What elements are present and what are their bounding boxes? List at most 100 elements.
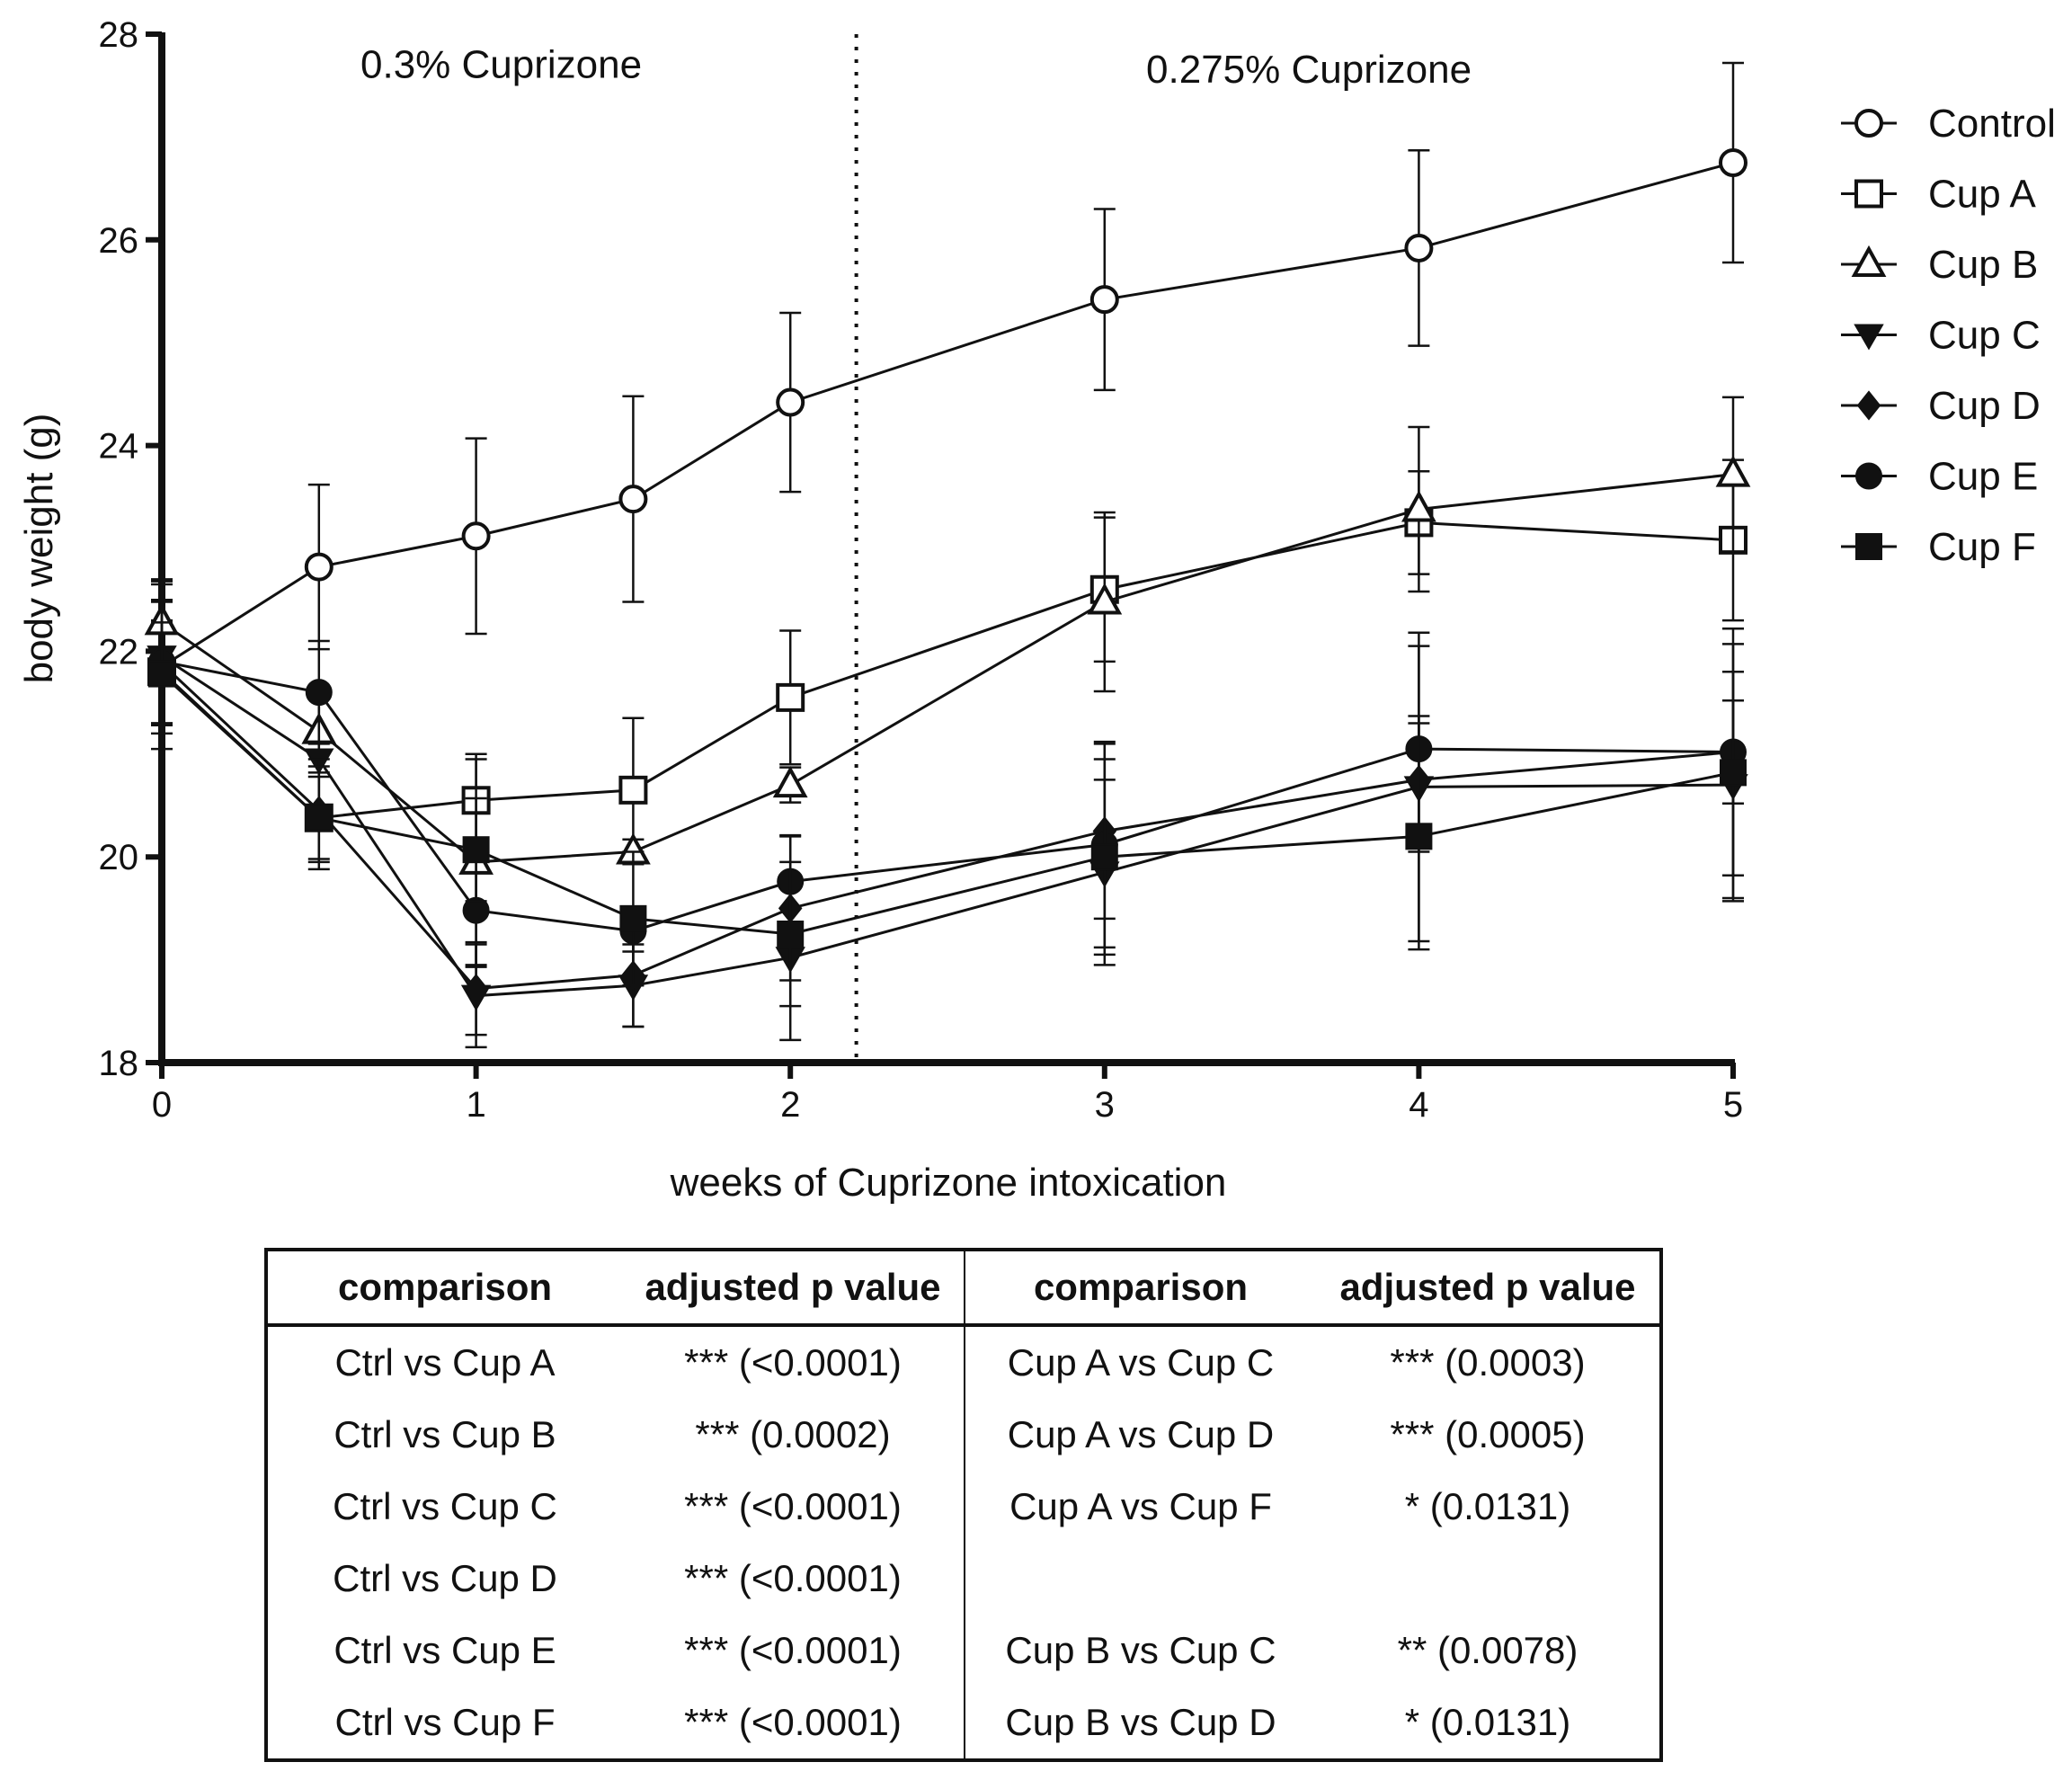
- table-cell: *** (0.0002): [695, 1413, 891, 1455]
- table-cell: Cup B vs Cup C: [963, 1615, 1316, 1687]
- data-point: [461, 521, 491, 551]
- legend-marker: [1856, 390, 1881, 421]
- table-row: Ctrl vs Cup C *** (<0.0001) Cup A vs Cup…: [266, 1471, 1661, 1543]
- table-cell: *** (<0.0001): [684, 1341, 902, 1384]
- data-point: [305, 679, 333, 707]
- legend-item: Cup E: [1841, 455, 2038, 499]
- plot-guides: 0.3% Cuprizone 0.275% Cuprizone: [360, 34, 1472, 1059]
- data-point: [462, 836, 490, 864]
- legend-marker: [1854, 324, 1884, 351]
- legend-item: Control: [1841, 102, 2056, 146]
- legend-marker: [1854, 109, 1883, 138]
- data-point: [464, 974, 488, 1004]
- series-cup-c: [147, 578, 1748, 1049]
- legend-label: Cup E: [1928, 455, 2038, 499]
- data-point: [1404, 233, 1434, 263]
- legend-label: Cup D: [1928, 384, 2041, 428]
- legend-item: Cup D: [1841, 384, 2041, 428]
- data-point: [776, 682, 805, 712]
- table-cell: *** (<0.0001): [684, 1557, 902, 1599]
- series-line: [160, 521, 1734, 820]
- table-cell: Ctrl vs Cup F: [334, 1701, 556, 1743]
- series-line: [161, 654, 1734, 998]
- y-tick-label: 24: [99, 427, 139, 467]
- table-cell: Ctrl vs Cup E: [333, 1629, 556, 1671]
- x-tick-label: 0: [152, 1085, 172, 1125]
- table-row: Ctrl vs Cup D *** (<0.0001): [266, 1543, 1661, 1615]
- column-header: comparison: [266, 1250, 623, 1327]
- x-tick-label: 3: [1095, 1085, 1115, 1125]
- phase-annotation: 0.275% Cuprizone: [1146, 48, 1472, 92]
- table-row: Ctrl vs Cup F *** (<0.0001) Cup B vs Cup…: [266, 1687, 1661, 1760]
- data-point: [776, 387, 805, 417]
- table-cell: *** (0.0005): [1390, 1413, 1586, 1455]
- table-cell: *** (0.0003): [1390, 1341, 1586, 1384]
- table-cell: ** (0.0078): [1397, 1629, 1578, 1671]
- x-axis-label: weeks of Cuprizone intoxication: [670, 1161, 1227, 1205]
- x-tick-label: 4: [1409, 1085, 1428, 1125]
- column-header: adjusted p value: [1315, 1250, 1661, 1327]
- table-cell: *** (<0.0001): [684, 1485, 902, 1527]
- body-weight-line-chart: 0.3% Cuprizone 0.275% Cuprizone 182022242…: [17, 15, 2056, 1205]
- data-point: [1405, 823, 1433, 850]
- data-point: [1089, 285, 1119, 315]
- table-cell: Ctrl vs Cup D: [333, 1557, 557, 1599]
- table-cell: Ctrl vs Cup A: [334, 1341, 556, 1384]
- data-point: [618, 775, 648, 805]
- axes: 18 20 22 24 26 28 0 1 2 3 4 5: [99, 15, 1744, 1125]
- series-line: [161, 473, 1734, 864]
- legend-label: Cup C: [1928, 314, 2041, 358]
- table-cell: * (0.0131): [1404, 1701, 1571, 1743]
- x-tick-label: 5: [1723, 1085, 1743, 1125]
- legend-item: Cup A: [1841, 173, 2037, 217]
- table-cell: Cup A vs Cup F: [963, 1471, 1316, 1543]
- x-tick-label: 1: [466, 1085, 485, 1125]
- data-point: [304, 552, 333, 582]
- data-point: [618, 485, 648, 514]
- table-cell: * (0.0131): [1404, 1485, 1571, 1527]
- data-point: [1719, 148, 1747, 177]
- legend-label: Cup F: [1928, 525, 2036, 569]
- legend-label: Control: [1928, 102, 2056, 146]
- y-tick-label: 28: [99, 15, 139, 55]
- series-line: [160, 672, 1734, 936]
- table-cell: Cup A vs Cup C: [963, 1325, 1316, 1399]
- data-point: [619, 904, 647, 932]
- table-row: Ctrl vs Cup E *** (<0.0001) Cup B vs Cup…: [266, 1615, 1661, 1687]
- table-row: Ctrl vs Cup A *** (<0.0001) Cup A vs Cup…: [266, 1325, 1661, 1399]
- table-cell: [963, 1543, 1316, 1615]
- legend-marker: [1854, 179, 1883, 209]
- data-point: [1090, 843, 1118, 871]
- series-cup-f: [148, 621, 1747, 1008]
- data-point: [1087, 583, 1123, 615]
- phase-annotation: 0.3% Cuprizone: [360, 42, 642, 86]
- y-tick-label: 18: [99, 1044, 139, 1083]
- table-row: Ctrl vs Cup B *** (0.0002) Cup A vs Cup …: [266, 1399, 1661, 1471]
- series-layer: [144, 61, 1751, 1049]
- table-cell: Ctrl vs Cup C: [333, 1485, 557, 1527]
- table-cell: Cup B vs Cup D: [963, 1687, 1316, 1760]
- series-line: [161, 660, 1734, 933]
- table-cell: *** (<0.0001): [684, 1629, 902, 1671]
- series-cup-b: [144, 396, 1751, 966]
- data-point: [1715, 455, 1751, 487]
- y-tick-label: 26: [99, 221, 139, 261]
- series-control: [147, 61, 1747, 751]
- legend-item: Cup B: [1841, 243, 2038, 287]
- data-point: [1720, 759, 1747, 787]
- table-cell: *** (<0.0001): [684, 1701, 902, 1743]
- series-cup-e: [148, 598, 1747, 968]
- y-axis-label: body weight (g): [17, 414, 61, 684]
- series-line: [161, 161, 1734, 668]
- legend-label: Cup A: [1928, 173, 2037, 217]
- legend-item: Cup F: [1841, 525, 2036, 569]
- table-header-row: comparison adjusted p value comparison a…: [266, 1250, 1661, 1327]
- data-point: [1401, 490, 1436, 522]
- legend-label: Cup B: [1928, 243, 2038, 287]
- series-line: [160, 663, 1734, 991]
- column-header: comparison: [963, 1250, 1316, 1327]
- data-point: [772, 765, 808, 798]
- table-cell: Cup A vs Cup D: [963, 1399, 1316, 1471]
- comparison-table: comparison adjusted p value comparison a…: [264, 1248, 1663, 1762]
- y-tick-label: 20: [99, 838, 139, 877]
